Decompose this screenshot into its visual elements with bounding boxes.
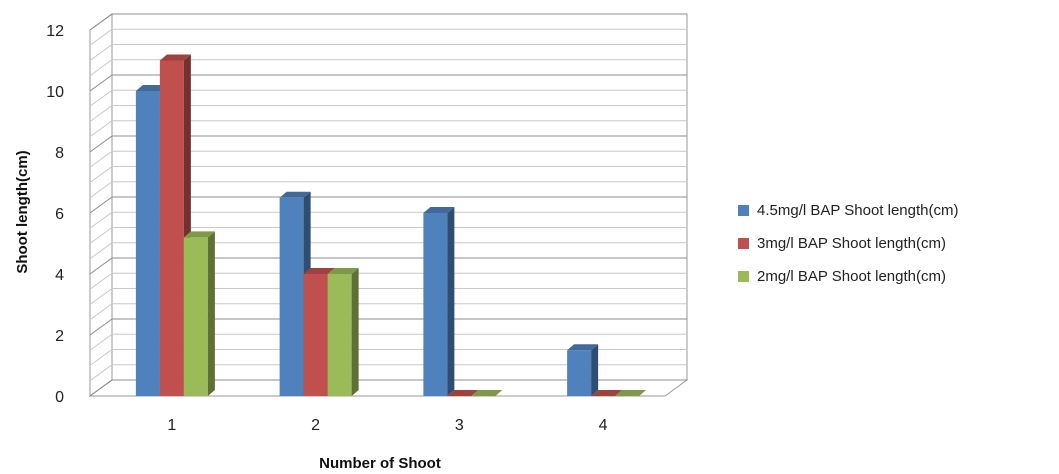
bar-front — [135, 91, 160, 396]
bar-top — [279, 191, 311, 198]
bar-front — [159, 60, 184, 396]
bar-front — [279, 197, 304, 396]
bar-side — [351, 268, 359, 396]
gridline — [89, 288, 687, 305]
y-axis-title: Shoot length(cm) — [14, 150, 31, 273]
x-tick-label: 2 — [311, 417, 320, 434]
gridline — [89, 181, 687, 199]
gridline — [89, 120, 687, 138]
bar — [423, 207, 455, 396]
legend-item-3: 2mg/l BAP Shoot length(cm) — [738, 260, 959, 293]
legend: 4.5mg/l BAP Shoot length(cm) 3mg/l BAP S… — [738, 194, 959, 293]
bar-top — [303, 268, 335, 274]
gridline — [89, 13, 687, 31]
x-tick-label: 4 — [599, 417, 608, 434]
gridlines — [89, 13, 687, 397]
legend-item-1: 4.5mg/l BAP Shoot length(cm) — [738, 194, 959, 227]
y-tick-label: 4 — [55, 267, 64, 284]
bar-side — [207, 231, 215, 396]
bar-top — [447, 390, 479, 396]
bar-front — [567, 350, 592, 396]
gridline — [89, 105, 687, 122]
bar-top — [327, 268, 359, 274]
legend-label-2: 3mg/l BAP Shoot length(cm) — [757, 235, 946, 252]
bar — [615, 390, 647, 396]
gridline — [89, 44, 687, 61]
gridline — [89, 166, 687, 183]
bar-front — [303, 274, 328, 396]
bar-top — [423, 207, 455, 213]
y-tick-label: 12 — [46, 23, 64, 40]
gridline — [89, 349, 687, 366]
bar — [567, 344, 599, 396]
x-tick-labels: 1 2 3 4 — [167, 417, 607, 434]
legend-label-1: 4.5mg/l BAP Shoot length(cm) — [757, 202, 959, 219]
legend-swatch-2 — [738, 238, 749, 249]
y-tick-label: 8 — [55, 145, 64, 162]
legend-swatch-3 — [738, 271, 749, 282]
gridline — [89, 74, 687, 92]
bar — [471, 390, 503, 396]
bar — [447, 390, 479, 396]
gridline — [89, 28, 687, 46]
gridline — [89, 211, 687, 229]
gridline — [89, 379, 687, 397]
y-tick-label: 6 — [55, 206, 64, 223]
bar-top — [183, 231, 215, 238]
x-tick-label: 3 — [455, 417, 464, 434]
bar-front — [423, 213, 448, 396]
y-tick-label: 0 — [55, 389, 64, 406]
bar-side — [447, 207, 455, 396]
gridline — [89, 150, 687, 168]
y-tick-label: 10 — [46, 84, 64, 101]
bar-top — [471, 390, 503, 396]
bar-top — [615, 390, 647, 396]
gridline — [89, 135, 687, 153]
gridline — [89, 242, 687, 260]
x-tick-label: 1 — [167, 417, 176, 434]
bar — [327, 268, 359, 396]
gridline — [89, 303, 687, 321]
x-axis-title: Number of Shoot — [319, 455, 441, 472]
bar-top — [591, 390, 623, 396]
bar — [183, 231, 215, 396]
bar-top — [567, 344, 599, 351]
bar-front — [327, 274, 352, 396]
legend-label-3: 2mg/l BAP Shoot length(cm) — [757, 268, 946, 285]
legend-item-2: 3mg/l BAP Shoot length(cm) — [738, 227, 959, 260]
gridline — [89, 272, 687, 290]
gridline — [89, 59, 687, 77]
gridline — [89, 89, 687, 107]
bar — [591, 390, 623, 396]
bar-side — [591, 344, 599, 396]
bar-top — [135, 85, 167, 91]
bars-group — [135, 54, 647, 396]
gridline — [89, 196, 687, 214]
gridline — [89, 257, 687, 275]
gridline — [89, 318, 687, 336]
bar-top — [159, 54, 191, 61]
y-tick-labels: 0 2 4 6 8 10 12 — [46, 23, 64, 406]
legend-swatch-1 — [738, 205, 749, 216]
gridline — [89, 227, 687, 244]
gridline — [89, 364, 687, 382]
gridline — [89, 333, 687, 351]
bar-front — [183, 237, 208, 396]
y-tick-label: 2 — [55, 328, 64, 345]
